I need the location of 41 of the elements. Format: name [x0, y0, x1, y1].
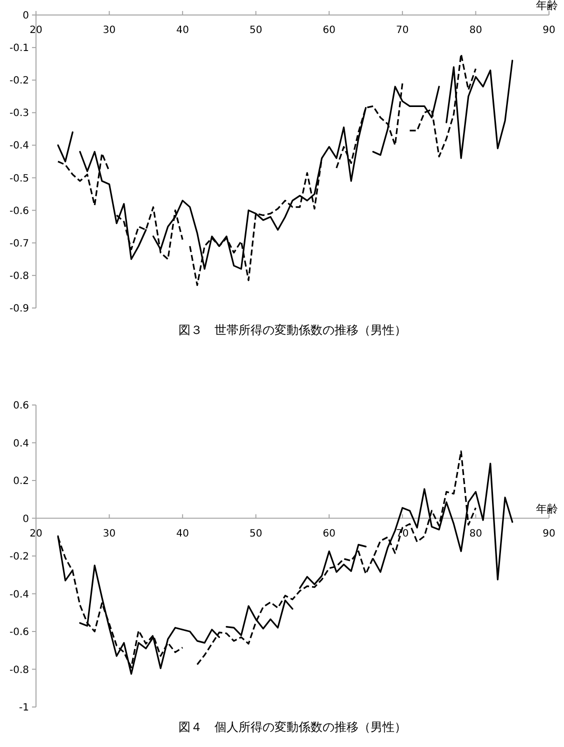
x-tick-label: 90: [542, 25, 556, 36]
y-tick-label: -0.2: [9, 552, 29, 562]
y-tick-label: -0.7: [9, 238, 29, 250]
x-tick-label: 50: [249, 25, 262, 36]
text: 図３ 世帯所得の変動係数の推移（男性）: [178, 323, 406, 337]
y-tick-label: -0.6: [9, 206, 29, 217]
x-tick-label: 40: [176, 528, 189, 540]
y-tick-label: -0.9: [9, 304, 29, 314]
x-tick-label: 30: [102, 528, 116, 540]
x-tick-label: 70: [396, 528, 409, 540]
y-tick-label: -1: [19, 702, 29, 714]
y-tick-label: -0.2: [9, 76, 29, 87]
x-axis-title: 年齢: [536, 502, 558, 516]
y-tick-label: -0.8: [9, 664, 29, 676]
y-tick-label: -0.8: [9, 270, 29, 282]
x-tick-label: 90: [542, 528, 556, 540]
x-tick-label: 20: [30, 25, 42, 36]
y-tick-label: -0.1: [9, 43, 29, 54]
y-tick-label: 0.6: [13, 400, 29, 412]
text: 図４ 個人所得の変動係数の推移（男性）: [178, 720, 406, 734]
y-tick-label: 0: [22, 514, 29, 525]
y-tick-label: -0.5: [9, 173, 29, 184]
y-tick-label: -0.3: [9, 108, 29, 120]
x-tick-label: 70: [396, 25, 409, 36]
y-tick-label: 0: [22, 10, 29, 22]
y-tick-label: 0.2: [13, 476, 29, 487]
x-tick-label: 80: [469, 25, 482, 36]
x-axis-title: 年齢: [536, 0, 558, 12]
y-tick-label: -0.4: [9, 589, 29, 600]
x-tick-label: 40: [176, 25, 189, 36]
x-tick-label: 80: [469, 528, 482, 540]
x-tick-label: 20: [30, 528, 42, 540]
y-tick-label: 0.4: [13, 438, 29, 450]
line-series: [299, 544, 367, 589]
y-tick-label: -0.6: [9, 627, 29, 638]
line-series: [226, 600, 294, 636]
x-tick-label: 60: [322, 25, 336, 36]
x-tick-label: 30: [102, 25, 116, 36]
y-tick-label: -0.4: [9, 140, 29, 152]
x-tick-label: 50: [249, 528, 262, 540]
x-tick-label: 60: [322, 528, 336, 540]
